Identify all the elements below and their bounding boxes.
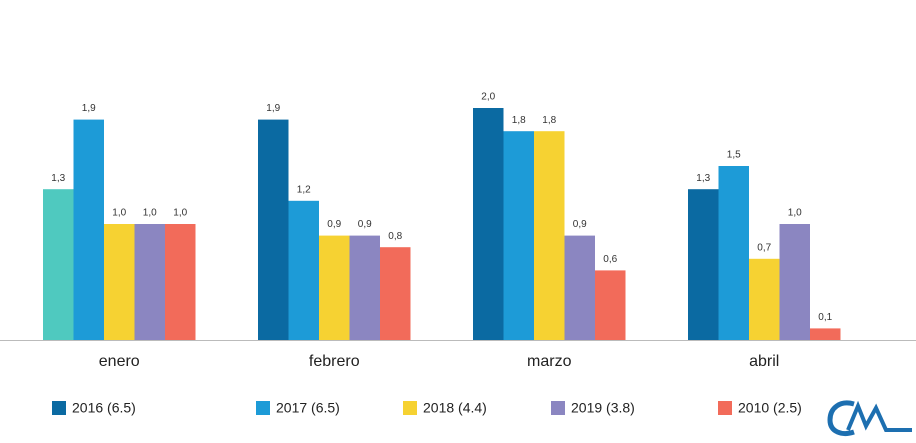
legend-label: 2018 (4.4) <box>423 400 487 416</box>
x-tick-label: febrero <box>309 353 360 370</box>
value-label: 1,0 <box>788 208 802 219</box>
legend-swatch <box>256 401 270 415</box>
x-tick-label: enero <box>99 353 140 370</box>
value-label: 1,0 <box>173 208 187 219</box>
bar <box>319 235 350 340</box>
value-label: 1,2 <box>297 184 311 195</box>
value-label: 1,0 <box>112 208 126 219</box>
logo <box>827 400 912 436</box>
value-label: 0,7 <box>757 242 771 253</box>
bar <box>380 247 411 340</box>
value-label: 1,9 <box>82 103 96 114</box>
value-label: 1,5 <box>727 150 741 161</box>
legend-label: 2017 (6.5) <box>276 400 340 416</box>
bar <box>104 224 135 340</box>
value-label: 1,3 <box>51 173 65 184</box>
legend-label: 2016 (6.5) <box>72 400 136 416</box>
x-tick-label: marzo <box>527 353 572 370</box>
bar <box>43 189 74 340</box>
bar <box>73 119 104 340</box>
legend-label: 2010 (2.5) <box>738 400 802 416</box>
value-label: 1,8 <box>542 115 556 126</box>
value-label: 0,6 <box>603 254 617 265</box>
legend-label: 2019 (3.8) <box>571 400 635 416</box>
value-label: 0,9 <box>573 219 587 230</box>
bar <box>134 224 165 340</box>
bar <box>288 200 319 340</box>
bar <box>165 224 196 340</box>
value-label: 1,0 <box>143 208 157 219</box>
bar <box>349 235 380 340</box>
bar <box>503 131 534 340</box>
value-label: 0,1 <box>818 312 832 323</box>
value-label: 0,9 <box>327 219 341 230</box>
value-label: 0,9 <box>358 219 372 230</box>
bar <box>258 119 289 340</box>
bar <box>810 328 841 340</box>
bar <box>473 108 504 340</box>
value-label: 1,3 <box>696 173 710 184</box>
bar <box>564 235 595 340</box>
x-tick-label: abril <box>749 353 779 370</box>
legend-swatch <box>52 401 66 415</box>
bar <box>688 189 719 340</box>
value-label: 1,8 <box>512 115 526 126</box>
legend-swatch <box>718 401 732 415</box>
logo-m <box>846 400 912 432</box>
value-label: 2,0 <box>481 92 495 103</box>
legend-swatch <box>403 401 417 415</box>
bar <box>749 258 780 340</box>
bar <box>534 131 565 340</box>
value-label: 1,9 <box>266 103 280 114</box>
logo-c <box>827 400 855 436</box>
bar <box>718 166 749 340</box>
legend-swatch <box>551 401 565 415</box>
value-label: 0,8 <box>388 231 402 242</box>
bar <box>595 270 626 340</box>
bar <box>779 224 810 340</box>
